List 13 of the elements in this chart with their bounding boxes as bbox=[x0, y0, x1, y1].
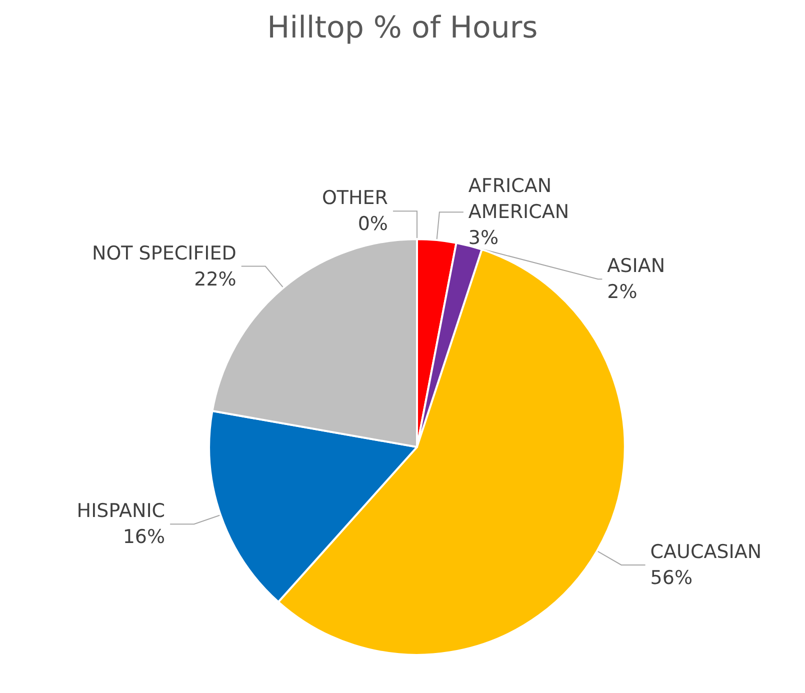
slice-label: AFRICAN AMERICAN bbox=[468, 175, 570, 224]
category-label: OTHER bbox=[322, 187, 388, 210]
text: 0% bbox=[358, 213, 388, 236]
slice-label: CAUCASIAN bbox=[650, 540, 762, 563]
data-label: 16% bbox=[122, 526, 166, 548]
slice-label: HISPANIC bbox=[76, 500, 166, 522]
chart-title: Hilltop % of Hours bbox=[267, 10, 538, 46]
data-label: 3% bbox=[468, 227, 499, 250]
data-label: 22% bbox=[194, 268, 236, 290]
slice-label: NOT SPECIFIED bbox=[92, 242, 236, 264]
data-label: 2% bbox=[607, 281, 638, 304]
slice-label: ASIAN bbox=[607, 255, 666, 278]
data-label: 56% bbox=[650, 566, 693, 589]
